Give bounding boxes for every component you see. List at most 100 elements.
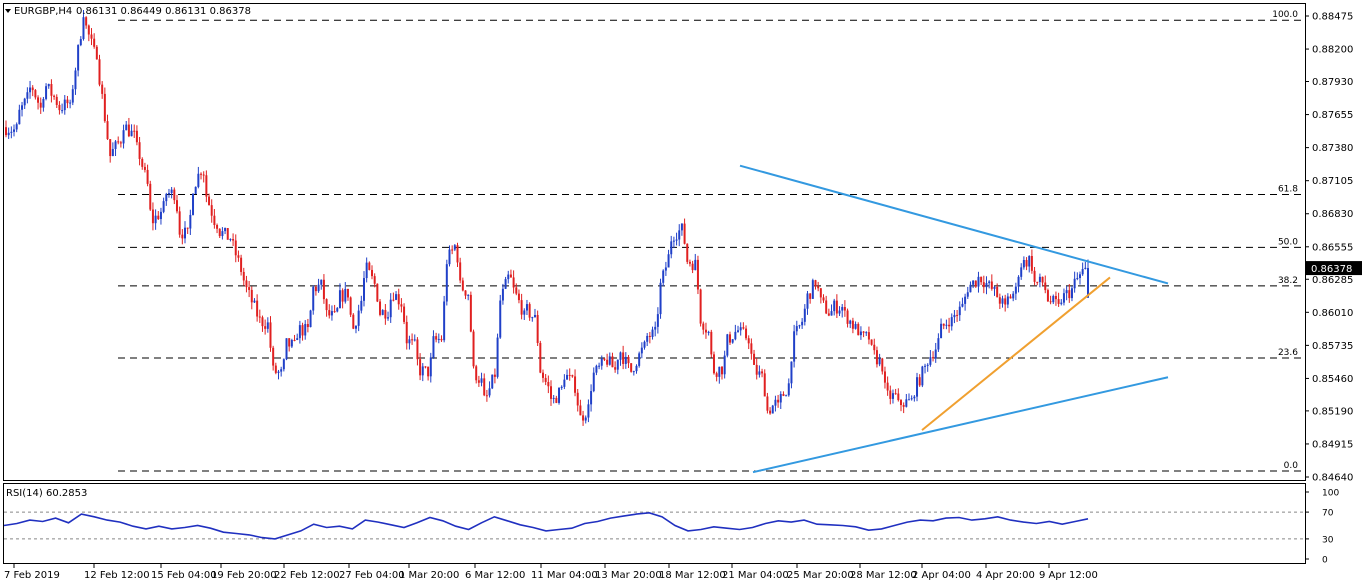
candle-body [1087,268,1089,298]
candle-body [835,300,838,314]
candle-body [654,326,657,330]
candle-body [1078,274,1081,279]
candle-body [373,276,376,284]
candle-body [785,395,788,397]
candle-body [803,308,806,322]
candle-body [643,341,646,348]
y-tick-label: 0.86010 [1312,308,1353,319]
candle-body [611,356,614,368]
candle-body [69,102,72,104]
candle-body [387,317,390,319]
y-tick-label: 0.84640 [1312,473,1353,484]
candle-body [635,365,638,372]
candle-body [119,142,122,144]
candle-body [400,304,403,307]
candle-body [846,310,849,324]
fib-level-label: 50.0 [1278,237,1298,247]
candle-body [739,327,742,331]
candle-body [135,130,138,143]
candle-body [758,371,761,375]
candle-body [138,142,141,159]
candle-body [416,339,419,360]
candle-body [881,358,884,372]
candle-body [811,280,814,299]
candle-body [451,249,454,251]
candle-body [277,371,280,373]
candle-body [200,173,203,175]
candle-body [1054,295,1057,300]
candle-body [950,317,953,327]
candle-body [795,326,798,332]
candle-body [825,300,828,314]
x-tick-label: 13 Mar 20:00 [595,570,662,581]
candle-body [330,311,333,316]
candle-body [322,279,325,300]
candle-body [1036,281,1039,283]
rsi-y-tick-label: 100 [1322,489,1339,499]
candle-body [192,193,195,215]
candle-body [523,310,526,315]
trendline-support [921,276,1111,431]
candle-body [74,70,77,90]
rsi-label: RSI(14) 60.2853 [6,488,87,499]
x-tick-label: 4 Apr 20:00 [976,570,1035,581]
y-tick-label: 0.87655 [1312,110,1353,121]
candle-body [472,331,475,367]
candle-body [862,331,865,333]
candle-body [899,400,902,406]
x-tick-label: 12 Feb 12:00 [84,570,150,581]
x-tick-label: 15 Feb 04:00 [151,570,217,581]
candle-body [485,395,488,397]
candle-body [517,293,520,301]
candle-body [699,289,702,324]
candle-body [536,314,539,343]
candle-body [651,329,654,337]
candle-body [680,223,683,231]
candle-body [961,303,964,307]
candle-body [58,104,61,111]
candle-body [1006,296,1009,305]
ohlc-readout: 0.86131 0.86449 0.86131 0.86378 [76,6,251,17]
candle-body [15,124,18,130]
y-tick-label: 0.86830 [1312,209,1353,220]
candle-body [558,387,561,403]
candle-body [696,259,699,290]
candle-body [261,317,264,327]
y-tick-label: 0.88200 [1312,45,1353,56]
candle-body [624,356,627,364]
candle-body [285,338,288,360]
candle-body [672,240,675,242]
candle-body [873,344,876,351]
candle-body [197,173,200,187]
candle-body [608,356,611,365]
candle-body [913,396,916,399]
candle-body [515,287,518,294]
candle-body [79,39,82,46]
candle-body [630,363,633,372]
candle-body [809,293,812,299]
candle-body [552,397,555,399]
y-tick-label: 0.84915 [1312,439,1353,450]
candle-body [403,306,406,322]
candle-body [10,131,13,133]
candle-body [956,314,959,316]
candle-body [908,399,911,401]
candle-body [723,355,726,375]
candle-body [859,331,862,336]
candle-body [547,381,550,387]
candle-body [461,280,464,291]
candle-body [130,130,133,137]
candle-body [750,343,753,354]
candle-body [737,330,740,332]
candle-body [1068,290,1071,299]
candle-body [125,124,128,131]
candle-body [777,399,780,403]
dropdown-triangle-icon[interactable] [5,9,11,13]
candle-body [1081,268,1084,275]
candle-body [149,183,152,210]
candle-body [619,352,622,360]
candle-body [493,374,496,377]
candle-body [21,105,24,110]
candle-body [31,87,34,91]
